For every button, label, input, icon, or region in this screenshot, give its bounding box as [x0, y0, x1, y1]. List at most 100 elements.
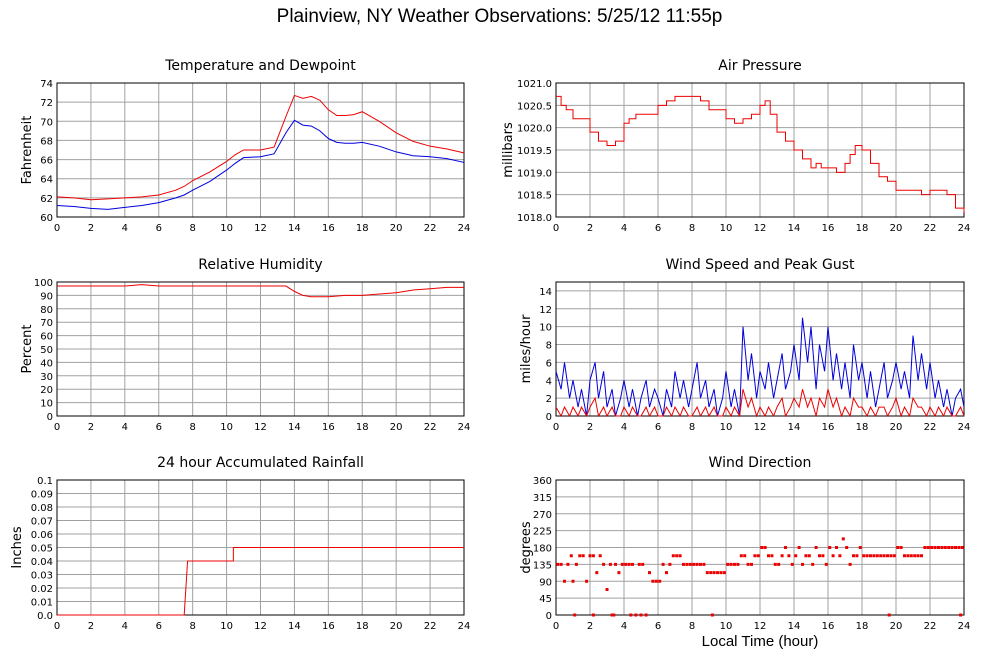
- data-point: [605, 588, 609, 591]
- series-line: [555, 317, 965, 417]
- data-point: [750, 562, 753, 566]
- data-point: [804, 554, 808, 558]
- x-tick-label: 22: [924, 422, 937, 433]
- y-tick-label: 0.01: [31, 598, 53, 609]
- x-tick-label: 22: [924, 621, 937, 632]
- y-tick-label: 225: [533, 527, 552, 538]
- x-tick-label: 0: [54, 621, 60, 632]
- data-point: [923, 546, 927, 549]
- page-title: Plainview, NY Weather Observations: 5/25…: [276, 6, 723, 27]
- data-point: [559, 562, 563, 566]
- chart-title: Wind Speed and Peak Gust: [666, 257, 855, 273]
- y-axis-label: Fahrenheit: [20, 116, 35, 185]
- data-point: [699, 562, 702, 566]
- y-tick-label: 10: [539, 323, 552, 334]
- x-tick-label: 12: [254, 223, 267, 234]
- data-point: [573, 613, 577, 617]
- x-tick-label: 6: [655, 422, 661, 433]
- data-point: [807, 554, 811, 558]
- y-tick-label: 62: [40, 194, 53, 205]
- x-tick-label: 0: [54, 223, 60, 234]
- x-tick-label: 8: [189, 223, 195, 234]
- data-point: [753, 554, 757, 558]
- x-tick-label: 4: [122, 621, 128, 632]
- y-tick-label: 315: [533, 493, 552, 504]
- data-point: [591, 554, 595, 558]
- data-point: [620, 562, 624, 566]
- data-point: [767, 554, 770, 558]
- x-tick-label: 6: [156, 223, 162, 234]
- x-tick-label: 8: [689, 422, 695, 433]
- y-tick-label: 1019.5: [517, 146, 552, 157]
- x-tick-label: 6: [655, 223, 661, 234]
- x-tick-label: 24: [958, 621, 971, 632]
- y-tick-label: 12: [539, 305, 552, 316]
- data-point: [960, 546, 964, 549]
- data-point: [598, 554, 602, 558]
- y-tick-label: 1018.5: [517, 191, 552, 202]
- plot-frame: [555, 281, 965, 417]
- data-point: [610, 613, 614, 617]
- data-point: [790, 562, 794, 566]
- data-point: [563, 579, 566, 583]
- x-tick-label: 14: [788, 621, 801, 632]
- data-point: [780, 554, 784, 558]
- x-tick-label: 8: [689, 621, 695, 632]
- data-point: [627, 562, 631, 566]
- y-tick-label: 45: [539, 594, 552, 605]
- x-tick-label: 0: [553, 223, 559, 234]
- x-axis-label: Local Time (hour): [701, 633, 819, 650]
- y-tick-label: 1019.0: [517, 168, 552, 179]
- data-point: [943, 546, 947, 549]
- data-point: [574, 562, 578, 566]
- data-point: [770, 554, 774, 558]
- data-point: [852, 554, 855, 558]
- x-tick-label: 16: [822, 223, 835, 234]
- data-point: [794, 554, 798, 558]
- data-point: [862, 554, 866, 558]
- x-tick-label: 18: [356, 422, 369, 433]
- x-tick-label: 10: [220, 621, 233, 632]
- data-point: [695, 562, 699, 566]
- data-point: [831, 554, 835, 558]
- data-point: [887, 613, 891, 617]
- plot-frame: [56, 82, 465, 218]
- x-tick-label: 2: [88, 422, 94, 433]
- y-tick-label: 20: [40, 385, 53, 396]
- data-point: [913, 554, 917, 558]
- data-point: [566, 562, 570, 566]
- data-point: [726, 562, 730, 566]
- data-point: [685, 562, 689, 566]
- data-point: [639, 613, 643, 617]
- series-line: [56, 94, 465, 201]
- data-point: [702, 562, 706, 566]
- data-point: [739, 554, 743, 558]
- y-tick-label: 100: [34, 278, 53, 289]
- x-tick-label: 16: [322, 422, 335, 433]
- x-tick-label: 12: [754, 223, 767, 234]
- y-tick-label: 90: [539, 577, 552, 588]
- chart-title: Relative Humidity: [198, 257, 322, 273]
- x-tick-label: 8: [189, 422, 195, 433]
- x-tick-label: 14: [788, 422, 801, 433]
- y-tick-label: 0.09: [31, 490, 53, 501]
- data-point: [821, 554, 825, 558]
- x-tick-label: 12: [254, 621, 267, 632]
- x-tick-label: 0: [553, 621, 559, 632]
- x-tick-label: 4: [621, 422, 627, 433]
- data-point: [797, 546, 801, 549]
- data-point: [835, 546, 838, 549]
- data-point: [889, 554, 893, 558]
- data-point: [811, 562, 815, 566]
- data-point: [641, 562, 645, 566]
- x-tick-label: 2: [587, 422, 593, 433]
- y-axis-label: Inches: [10, 526, 25, 568]
- y-tick-label: 60: [40, 213, 53, 224]
- data-point: [933, 546, 937, 549]
